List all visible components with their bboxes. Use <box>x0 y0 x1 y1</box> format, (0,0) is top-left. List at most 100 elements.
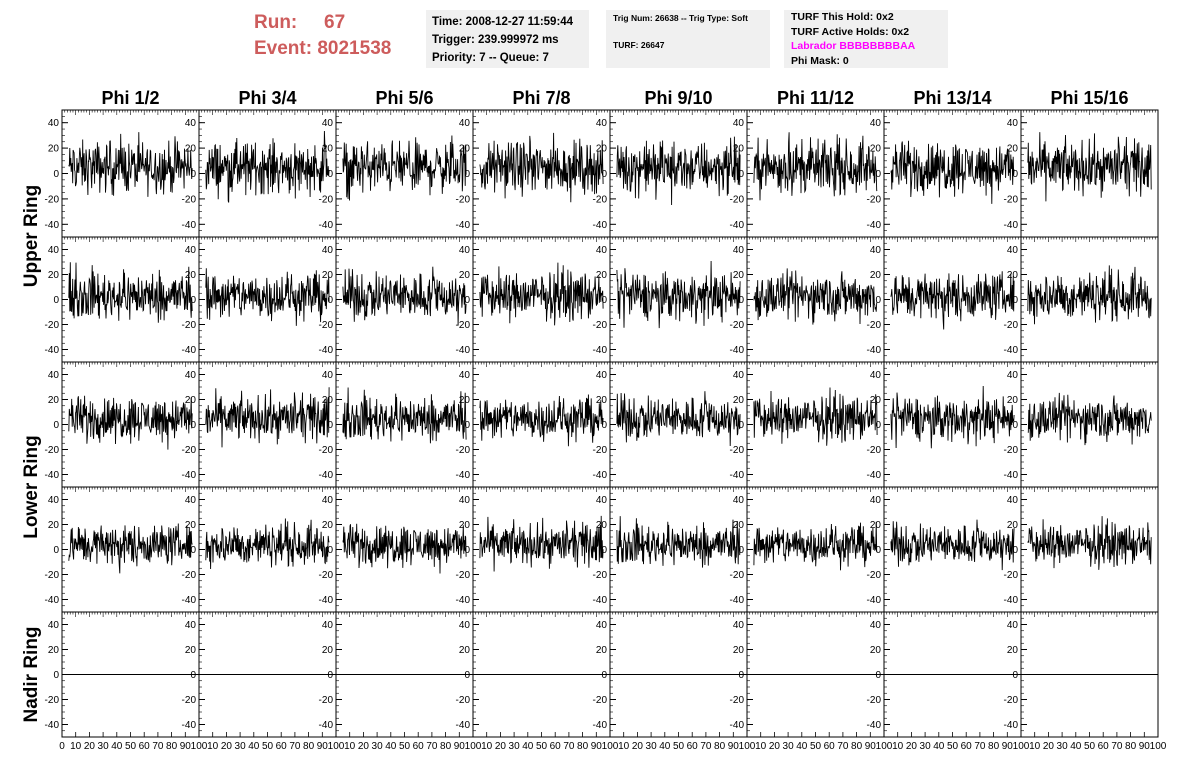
y-tick-label: 20 <box>596 520 608 531</box>
x-tick-label: 60 <box>139 741 151 752</box>
y-tick-label: -20 <box>1004 570 1019 581</box>
y-tick-label: 40 <box>870 118 882 129</box>
x-tick-label: 0 <box>59 741 65 752</box>
waveform-trace <box>342 135 467 201</box>
y-tick-label: 40 <box>1007 495 1019 506</box>
y-tick-label: 40 <box>596 245 608 256</box>
y-tick-label: 0 <box>327 169 333 180</box>
y-tick-label: -20 <box>45 320 60 331</box>
y-tick-label: 40 <box>322 495 334 506</box>
x-tick-label: 30 <box>235 741 247 752</box>
y-tick-label: -40 <box>45 720 60 731</box>
y-tick-label: -20 <box>593 570 608 581</box>
waveform-trace <box>479 132 604 203</box>
y-tick-label: -20 <box>867 320 882 331</box>
y-tick-label: -20 <box>867 194 882 205</box>
y-tick-label: 20 <box>596 270 608 281</box>
x-tick-label: 20 <box>769 741 781 752</box>
x-tick-label: 40 <box>659 741 671 752</box>
y-tick-label: -40 <box>1004 595 1019 606</box>
y-tick-label: 40 <box>322 118 334 129</box>
y-tick-label: 40 <box>185 245 197 256</box>
x-tick-label: 80 <box>166 741 178 752</box>
y-tick-label: 20 <box>870 645 882 656</box>
y-tick-label: 0 <box>190 169 196 180</box>
x-tick-label: 80 <box>851 741 863 752</box>
y-tick-label: 0 <box>738 670 744 681</box>
y-tick-label: 0 <box>1012 670 1018 681</box>
y-tick-label: 40 <box>596 495 608 506</box>
y-tick-label: -20 <box>456 695 471 706</box>
y-tick-label: 0 <box>327 545 333 556</box>
y-tick-label: 40 <box>459 495 471 506</box>
turf-text: TURF: 26647 <box>613 40 665 50</box>
y-tick-label: -20 <box>182 445 197 456</box>
x-tick-label: 80 <box>714 741 726 752</box>
y-tick-label: 0 <box>53 420 59 431</box>
run-label: Run: <box>254 12 298 33</box>
y-tick-label: 20 <box>596 645 608 656</box>
y-tick-label: 40 <box>596 620 608 631</box>
y-tick-label: 40 <box>459 620 471 631</box>
y-tick-label: 20 <box>459 270 471 281</box>
x-tick-label: 60 <box>276 741 288 752</box>
column-header: Phi 7/8 <box>512 88 570 108</box>
x-tick-label: 30 <box>646 741 658 752</box>
y-tick-label: -40 <box>730 720 745 731</box>
y-tick-label: 0 <box>875 545 881 556</box>
x-tick-label: 80 <box>1125 741 1137 752</box>
x-tick-label: 100 <box>1013 741 1030 752</box>
waveform-trace <box>342 387 467 444</box>
y-tick-label: 0 <box>601 420 607 431</box>
y-tick-label: -40 <box>456 220 471 231</box>
x-tick-label: 40 <box>796 741 808 752</box>
y-tick-label: 0 <box>53 169 59 180</box>
y-tick-label: 20 <box>870 395 882 406</box>
x-tick-label: 70 <box>289 741 301 752</box>
x-tick-label: 90 <box>1002 741 1014 752</box>
waveform-trace <box>342 266 467 326</box>
waveform-trace <box>479 515 604 572</box>
y-tick-label: 20 <box>185 144 197 155</box>
y-tick-label: 20 <box>48 520 60 531</box>
trigger-text: Trigger: 239.999972 ms <box>432 34 559 46</box>
y-tick-label: -40 <box>593 345 608 356</box>
y-tick-label: -40 <box>182 470 197 481</box>
y-tick-label: -40 <box>45 345 60 356</box>
y-tick-label: 0 <box>601 545 607 556</box>
y-tick-label: 20 <box>459 144 471 155</box>
y-tick-label: 20 <box>459 395 471 406</box>
x-tick-label: 60 <box>824 741 836 752</box>
y-tick-label: -40 <box>867 470 882 481</box>
y-tick-label: 40 <box>48 495 60 506</box>
y-tick-label: 0 <box>738 545 744 556</box>
waveform-trace <box>205 268 330 326</box>
x-tick-label: 50 <box>1084 741 1096 752</box>
waveform-trace <box>890 519 1015 571</box>
x-tick-label: 10 <box>892 741 904 752</box>
x-tick-label: 100 <box>739 741 756 752</box>
y-tick-label: -20 <box>45 570 60 581</box>
y-tick-label: -40 <box>730 345 745 356</box>
y-tick-label: 0 <box>738 420 744 431</box>
waveform-trace <box>68 395 193 450</box>
y-tick-label: 0 <box>464 420 470 431</box>
waveform-trace <box>205 130 330 203</box>
waveform-trace <box>616 516 741 568</box>
y-tick-label: -20 <box>867 570 882 581</box>
y-tick-label: -40 <box>45 220 60 231</box>
x-tick-label: 30 <box>509 741 521 752</box>
y-tick-label: 40 <box>322 620 334 631</box>
y-tick-label: -20 <box>1004 194 1019 205</box>
y-tick-label: 0 <box>327 670 333 681</box>
x-tick-label: 80 <box>577 741 589 752</box>
y-tick-label: -20 <box>1004 445 1019 456</box>
x-tick-label: 30 <box>783 741 795 752</box>
y-tick-label: 0 <box>190 670 196 681</box>
x-tick-label: 40 <box>385 741 397 752</box>
y-tick-label: -20 <box>730 194 745 205</box>
y-tick-label: -20 <box>593 194 608 205</box>
x-tick-label: 10 <box>70 741 82 752</box>
y-tick-label: 0 <box>601 169 607 180</box>
x-tick-label: 50 <box>399 741 411 752</box>
